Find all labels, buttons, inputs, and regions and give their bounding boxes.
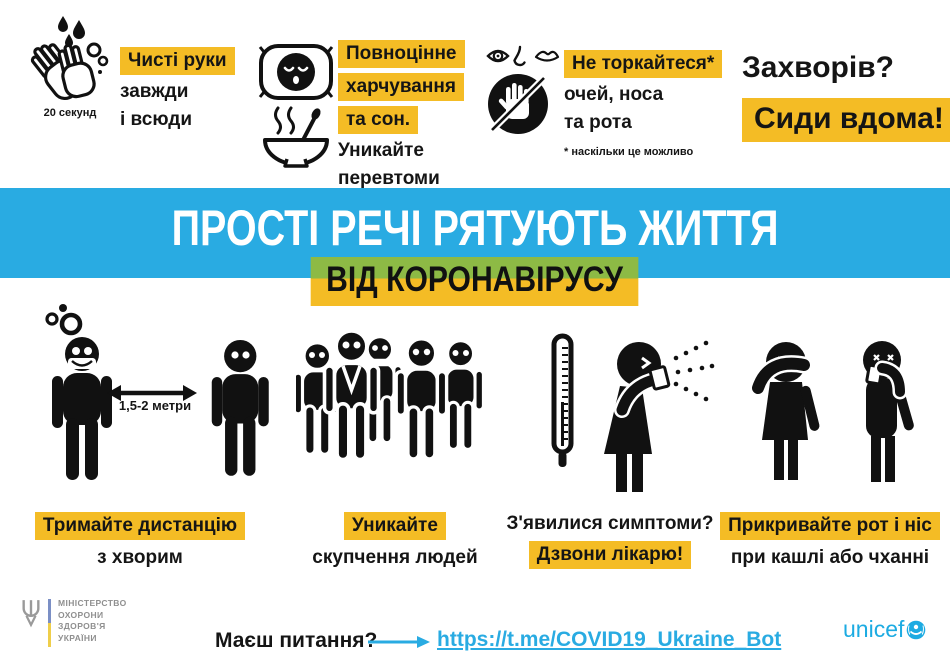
ministry-logo: МІНІСТЕРСТВО ОХОРОНИ ЗДОРОВ'Я УКРАЇНИ [20,598,127,647]
caption-line: Тримайте дистанцію [34,512,246,540]
caption-line: Дзвони лікарю! [528,541,692,569]
tip-line: і всюди [120,109,193,130]
tip-line: Уникайте [338,140,424,161]
caption-cover-mouth: Прикривайте рот і ніс при кашлі або чхан… [720,512,940,575]
tip-clean-hands-text: Чисті руки завжди і всюди [120,47,235,136]
no-touch-hand-icon [488,74,548,134]
banner-subtitle-wrap: ВІД КОРОНАВІРУСУ [0,257,950,306]
caption-line: Прикривайте рот і ніс [720,512,940,540]
tip-line: харчування [338,73,464,101]
tip-line: Не торкайтеся* [564,50,723,78]
cover-mouth-pictogram [749,341,914,482]
arrow-right-icon [368,636,430,648]
caption-line: Уникайте [344,512,446,540]
ministry-line: ОХОРОНИ [58,609,104,620]
tip-nutrition-text: Повноцінне харчування та сон. Уникайте п… [338,40,465,195]
unicef-wordmark: unicef [843,616,905,642]
symptoms-pictogram [551,333,715,492]
distance-label: 1,5-2 метри [118,398,192,413]
tip-line: Повноцінне [338,40,465,68]
caption-avoid-crowds: Уникайте скупчення людей [285,512,505,575]
tip-line: Чисті руки [120,47,235,75]
ministry-flag-bar [48,599,51,647]
caption-line: з хворим [97,547,183,568]
ministry-line: МІНІСТЕРСТВО [58,598,127,608]
pillow-sleep-icon [258,44,334,100]
unicef-emblem-icon [907,620,926,639]
banner-title: ПРОСТІ РЕЧІ РЯТУЮТЬ ЖИТТЯ [171,200,779,256]
ministry-line: ЗДОРОВ'Я [58,621,106,631]
tip-line: Захворів? [742,51,894,84]
tip-line: та рота [564,112,632,133]
telegram-bot-link[interactable]: https://t.me/COVID19_Ukraine_Bot [437,628,782,651]
caption-line: скупчення людей [312,547,478,568]
keep-distance-pictogram [45,304,269,480]
unicef-logo: unicef [843,616,926,643]
caption-line: при кашлі або чханні [730,547,930,568]
question-label: Маєш питання? [215,629,378,652]
tip-no-touch-text: Не торкайтеся* очей, носа та рота * наск… [564,50,723,158]
soup-bowl-icon [263,106,329,168]
avoid-crowds-pictogram [296,329,485,462]
caption-call-doctor: З'явилися симптоми? Дзвони лікарю! [500,512,720,575]
tip-line: перевтоми [338,168,440,189]
ministry-name: МІНІСТЕРСТВО ОХОРОНИ ЗДОРОВ'Я УКРАЇНИ [58,598,127,644]
banner-title-wrap: ПРОСТІ РЕЧІ РЯТУЮТЬ ЖИТТЯ [0,200,950,256]
banner-subtitle: ВІД КОРОНАВІРУСУ [311,257,639,306]
footnote: * наскільки це можливо [564,146,694,158]
tip-line: та сон. [338,106,419,134]
eye-nose-lips-icon [486,45,560,67]
caption-keep-distance: Тримайте дистанцію з хворим [20,512,260,575]
tip-line: завжди [120,81,189,102]
tip-line: очей, носа [564,84,664,105]
trident-icon [22,600,40,628]
ministry-line: УКРАЇНИ [58,632,97,643]
tip-line: Сиди вдома! [742,98,950,142]
wash-duration-caption: 20 секунд [43,107,97,119]
caption-line: З'явилися симптоми? [506,513,714,534]
tip-stay-home-text: Захворів? Сиди вдома! [742,50,950,142]
washing-hands-icon [30,16,109,101]
